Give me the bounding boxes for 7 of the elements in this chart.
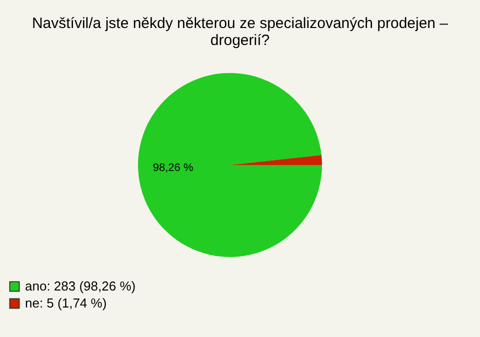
pie-slice [138,73,322,257]
text: Navštívil/a jste někdy některou ze specializovaných prodejen – [32,15,448,32]
legend-label: ano: 283 (98,26 %) [25,278,136,294]
legend-label: ne: 5 (1,74 %) [25,296,107,310]
data-label: 98,26 % [152,162,194,174]
pie-slice [230,154,322,165]
text: drogerií? [210,32,270,49]
